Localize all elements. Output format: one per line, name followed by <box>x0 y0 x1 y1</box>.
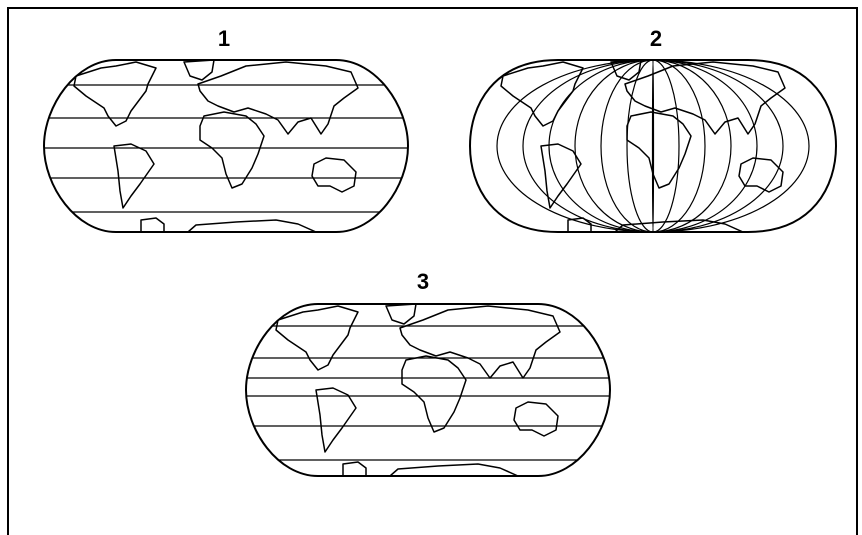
frame <box>7 7 858 535</box>
map-projection-3 <box>245 303 611 477</box>
map-projection-2 <box>469 59 837 233</box>
map-label: 1 <box>218 26 230 51</box>
map-label: 3 <box>417 269 429 294</box>
map-label: 2 <box>650 26 662 51</box>
map-projection-1 <box>43 59 409 233</box>
